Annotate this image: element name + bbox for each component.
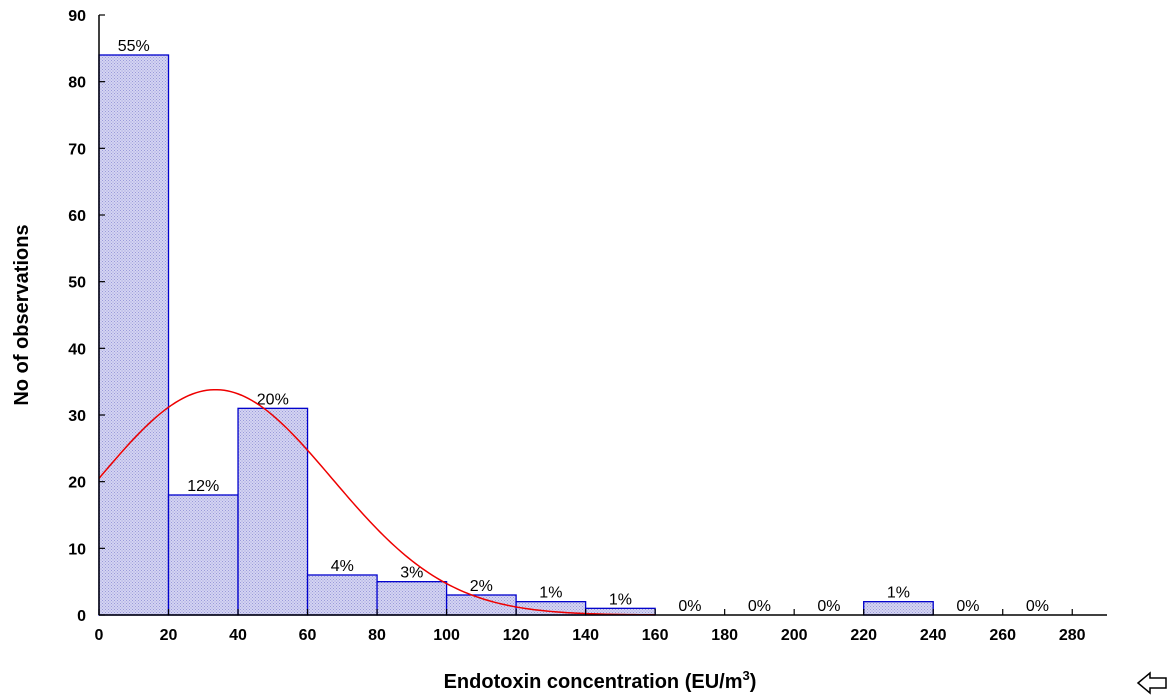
bar-percent-label: 3% bbox=[400, 565, 423, 582]
histogram-bar bbox=[863, 601, 934, 616]
y-axis-ticks: 0 10 20 30 40 50 60 70 80 90 bbox=[68, 8, 105, 625]
y-tick-label: 10 bbox=[68, 541, 86, 558]
x-tick-label: 0 bbox=[95, 627, 104, 644]
bar-percent-label: 0% bbox=[748, 598, 771, 615]
x-axis-title: Endotoxin concentration (EU/m3) bbox=[444, 668, 757, 693]
x-tick-label: 180 bbox=[711, 627, 738, 644]
x-tick-label: 140 bbox=[572, 627, 599, 644]
x-axis-title-suffix: ) bbox=[750, 671, 757, 693]
y-tick-label: 80 bbox=[68, 75, 86, 92]
y-tick-label: 70 bbox=[68, 141, 86, 158]
histogram-bar bbox=[98, 54, 170, 616]
y-tick-label: 30 bbox=[68, 408, 86, 425]
left-arrow-icon[interactable] bbox=[1136, 671, 1167, 695]
bar-percent-label: 4% bbox=[331, 558, 354, 575]
x-tick-label: 20 bbox=[160, 627, 178, 644]
y-tick-label: 60 bbox=[68, 208, 86, 225]
x-tick-label: 220 bbox=[850, 627, 877, 644]
x-tick-label: 100 bbox=[433, 627, 460, 644]
bar-percent-label: 0% bbox=[678, 598, 701, 615]
bar-percent-label: 55% bbox=[118, 38, 150, 55]
bar-percent-label: 0% bbox=[817, 598, 840, 615]
bar-percent-label: 1% bbox=[887, 585, 910, 602]
y-tick-label: 40 bbox=[68, 341, 86, 358]
x-tick-label: 260 bbox=[989, 627, 1016, 644]
x-tick-label: 120 bbox=[503, 627, 530, 644]
bar-percent-label: 12% bbox=[187, 478, 219, 495]
bar-percent-label: 0% bbox=[1026, 598, 1049, 615]
x-tick-label: 200 bbox=[781, 627, 808, 644]
y-axis-title: No of observations bbox=[11, 224, 33, 405]
normal-fit-curve bbox=[98, 388, 656, 616]
y-tick-label: 90 bbox=[68, 8, 86, 25]
histogram-bar bbox=[167, 494, 239, 616]
x-tick-label: 160 bbox=[642, 627, 669, 644]
bar-percent-label: 1% bbox=[609, 591, 632, 608]
histogram-bar bbox=[376, 581, 448, 616]
x-axis-title-main: Endotoxin concentration (EU/m bbox=[444, 671, 743, 693]
x-axis-ticks: 0 20 40 60 80 100 120 140 160 180 200 220 240 260 280 bbox=[95, 609, 1086, 644]
y-tick-label: 20 bbox=[68, 475, 86, 492]
bar-percent-label: 20% bbox=[257, 391, 289, 408]
bar-percent-label: 1% bbox=[539, 585, 562, 602]
histogram-bar bbox=[306, 574, 378, 616]
x-tick-label: 80 bbox=[368, 627, 386, 644]
histogram-bars bbox=[98, 54, 934, 616]
x-tick-label: 280 bbox=[1059, 627, 1086, 644]
bar-percent-labels: 55% 12% 20% 4% 3% 2% 1% 1% 0% 0% 0% 1% 0% 0% bbox=[118, 38, 1049, 615]
bar-percent-label: 0% bbox=[956, 598, 979, 615]
y-tick-label: 0 bbox=[77, 608, 86, 625]
histogram-bar bbox=[237, 407, 309, 616]
axes bbox=[98, 15, 1107, 616]
y-tick-label: 50 bbox=[68, 275, 86, 292]
x-tick-label: 240 bbox=[920, 627, 947, 644]
x-tick-label: 60 bbox=[299, 627, 317, 644]
x-tick-label: 40 bbox=[229, 627, 247, 644]
x-axis-title-superscript: 3 bbox=[743, 668, 750, 683]
bar-percent-label: 2% bbox=[470, 578, 493, 595]
